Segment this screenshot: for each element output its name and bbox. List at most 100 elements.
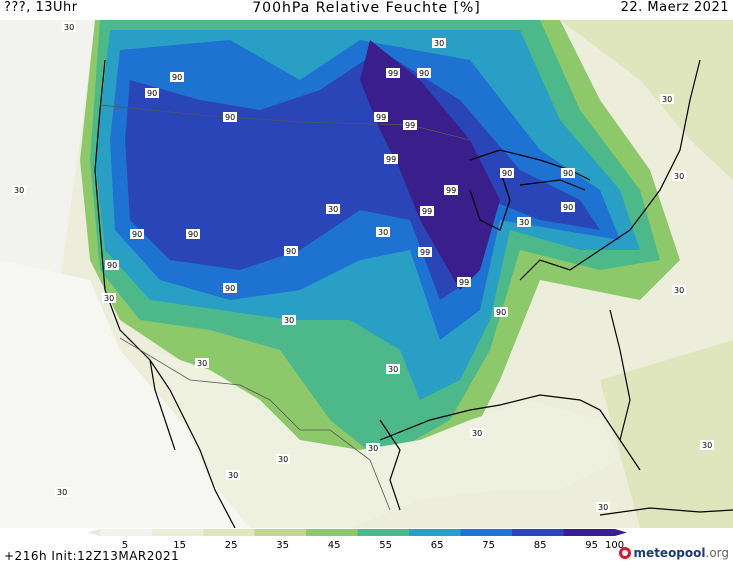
colorbar-segment — [254, 529, 307, 536]
svg-text:30: 30 — [197, 359, 207, 368]
color-scale: 5 15 25 35 45 55 65 75 85 95 100 — [0, 528, 733, 566]
svg-text:30: 30 — [674, 286, 684, 295]
colorbar-tick-label: 35 — [276, 540, 289, 550]
colorbar-tick-label: 95 — [585, 540, 598, 550]
colorbar-min-arrow — [88, 529, 100, 536]
label-30: 30 — [62, 22, 76, 32]
svg-text:30: 30 — [702, 441, 712, 450]
label-99: 99 — [444, 185, 458, 195]
colorbar-tick-label: 25 — [225, 540, 238, 550]
label-30: 30 — [12, 185, 26, 195]
svg-text:99: 99 — [405, 121, 415, 130]
colorbar-segment — [357, 529, 410, 536]
meteopool-logo[interactable]: meteopool.org — [618, 546, 729, 560]
svg-text:30: 30 — [228, 471, 238, 480]
label-30: 30 — [700, 440, 714, 450]
very-humid-area — [125, 50, 600, 300]
forecast-time-label: ???, 13Uhr — [4, 0, 78, 15]
label-30: 30 — [470, 428, 484, 438]
svg-text:30: 30 — [519, 218, 529, 227]
label-90: 90 — [145, 88, 159, 98]
label-30: 30 — [386, 364, 400, 374]
label-30: 30 — [282, 315, 296, 325]
map-canvas: 90 90 90 90 90 90 90 90 90 90 90 90 90 9… — [0, 20, 733, 528]
label-99: 99 — [420, 206, 434, 216]
svg-text:30: 30 — [378, 228, 388, 237]
colorbar-tick-label: 45 — [328, 540, 341, 550]
map-title: 700hPa Relative Feuchte [%] — [252, 0, 481, 16]
svg-text:30: 30 — [284, 316, 294, 325]
svg-text:30: 30 — [434, 39, 444, 48]
label-90: 90 — [284, 246, 298, 256]
svg-text:99: 99 — [422, 207, 432, 216]
colorbar-tick-label: 5 — [122, 540, 128, 550]
colorbar-segment — [151, 529, 204, 536]
colorbar-segment — [460, 529, 513, 536]
humidity-map: 90 90 90 90 90 90 90 90 90 90 90 90 90 9… — [0, 20, 733, 528]
label-99: 99 — [386, 68, 400, 78]
colorbar-segment — [100, 529, 152, 536]
svg-text:99: 99 — [388, 69, 398, 78]
svg-text:90: 90 — [107, 261, 117, 270]
svg-text:90: 90 — [563, 169, 573, 178]
label-30: 30 — [432, 38, 446, 48]
svg-text:30: 30 — [14, 186, 24, 195]
label-90: 90 — [223, 283, 237, 293]
svg-text:30: 30 — [104, 294, 114, 303]
svg-text:90: 90 — [225, 284, 235, 293]
svg-text:90: 90 — [188, 230, 198, 239]
svg-text:30: 30 — [278, 455, 288, 464]
svg-text:30: 30 — [598, 503, 608, 512]
label-90: 90 — [500, 168, 514, 178]
label-90: 90 — [223, 112, 237, 122]
label-30: 30 — [195, 358, 209, 368]
logo-icon — [618, 547, 631, 559]
label-30: 30 — [672, 171, 686, 181]
svg-text:30: 30 — [368, 444, 378, 453]
label-30: 30 — [276, 454, 290, 464]
label-30: 30 — [376, 227, 390, 237]
colorbar-segment — [409, 529, 461, 536]
colorbar-segment — [512, 529, 564, 536]
label-90: 90 — [170, 72, 184, 82]
label-30: 30 — [226, 470, 240, 480]
label-30: 30 — [672, 285, 686, 295]
forecast-date: 22. Maerz 2021 — [620, 0, 729, 15]
label-99: 99 — [418, 247, 432, 257]
dry-area-southwest — [0, 260, 260, 528]
svg-text:99: 99 — [420, 248, 430, 257]
colorbar-segment — [563, 529, 616, 536]
label-30: 30 — [102, 293, 116, 303]
svg-text:99: 99 — [376, 113, 386, 122]
svg-text:30: 30 — [64, 23, 74, 32]
colorbar-segment — [306, 529, 358, 536]
colorbar-tick-label: 85 — [534, 540, 547, 550]
label-90: 90 — [417, 68, 431, 78]
colorbar: 5 15 25 35 45 55 65 75 85 95 100 — [88, 529, 627, 551]
dry-area-mexico — [150, 350, 620, 528]
svg-text:90: 90 — [147, 89, 157, 98]
label-30: 30 — [366, 443, 380, 453]
label-99: 99 — [374, 112, 388, 122]
init-time-label: +216h Init:12Z13MAR2021 — [4, 549, 180, 563]
label-90: 90 — [105, 260, 119, 270]
svg-text:90: 90 — [286, 247, 296, 256]
svg-text:90: 90 — [496, 308, 506, 317]
label-90: 90 — [561, 168, 575, 178]
colorbar-segment — [203, 529, 255, 536]
label-30: 30 — [55, 487, 69, 497]
label-90: 90 — [494, 307, 508, 317]
label-99: 99 — [457, 277, 471, 287]
header: ???, 13Uhr 700hPa Relative Feuchte [%] 2… — [0, 0, 733, 20]
svg-text:99: 99 — [459, 278, 469, 287]
svg-text:30: 30 — [57, 488, 67, 497]
moist-area-northeast — [560, 20, 733, 180]
label-90: 90 — [186, 229, 200, 239]
svg-text:30: 30 — [674, 172, 684, 181]
label-99: 99 — [403, 120, 417, 130]
borders — [99, 104, 471, 511]
label-30: 30 — [660, 94, 674, 104]
colorbar-tick-label: 100 — [605, 540, 624, 550]
label-90: 90 — [130, 229, 144, 239]
svg-text:30: 30 — [472, 429, 482, 438]
